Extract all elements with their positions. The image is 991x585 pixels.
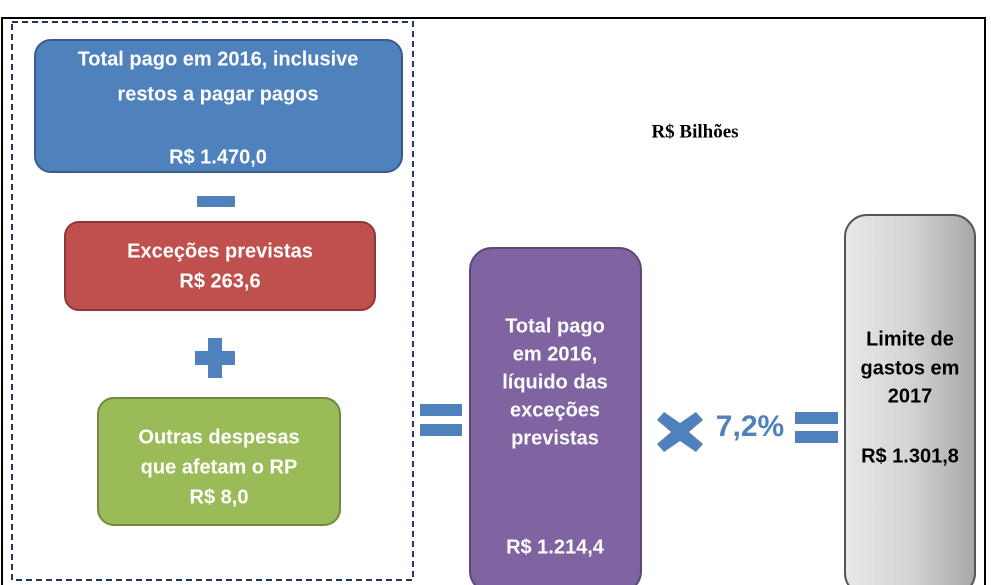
- unit-label: R$ Bilhões: [651, 121, 738, 142]
- box-amount: R$ 1.470,0: [169, 146, 267, 168]
- box-text: exceções: [510, 399, 600, 421]
- box-text: Exceções previstas: [127, 240, 313, 262]
- box-text: Total pago em 2016, inclusive: [78, 48, 359, 70]
- box-text: Total pago: [505, 315, 605, 337]
- box-text: restos a pagar pagos: [117, 83, 318, 105]
- minus-sign: [197, 196, 235, 207]
- equals-sign: [795, 412, 838, 443]
- box-amount: R$ 1.301,8: [861, 445, 959, 467]
- dashed-group: [11, 21, 414, 581]
- box-excecoes: [64, 221, 376, 311]
- box-text: que afetam o RP: [141, 456, 298, 478]
- box-text: gastos em: [861, 357, 960, 379]
- box-liquido: [469, 247, 642, 585]
- box-outras: [97, 397, 341, 526]
- box-text: em 2016,: [513, 343, 598, 365]
- rate: 7,2%: [716, 410, 784, 443]
- box-amount: R$ 263,6: [179, 270, 260, 292]
- box-amount: R$ 8,0: [190, 486, 249, 508]
- box-total-2016: [34, 39, 403, 173]
- box-text: previstas: [511, 427, 599, 449]
- box-text: Limite de: [866, 328, 954, 350]
- box-amount: R$ 1.214,4: [506, 536, 605, 558]
- box-text: Outras despesas: [138, 426, 299, 448]
- times-sign: [657, 412, 703, 452]
- box-text: líquido das: [502, 371, 608, 393]
- frame: [1, 17, 986, 585]
- box-limite: [844, 214, 976, 585]
- box-text: 2017: [888, 385, 933, 407]
- plus-sign: [195, 338, 235, 378]
- equals-sign: [420, 404, 462, 436]
